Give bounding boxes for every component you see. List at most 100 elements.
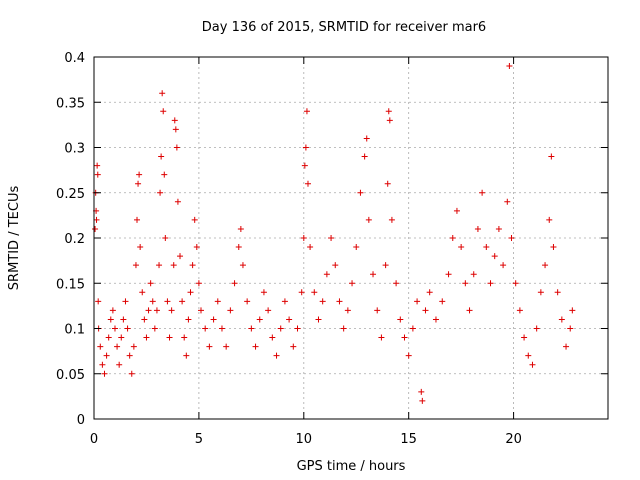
x-axis-label: GPS time / hours: [297, 459, 406, 474]
data-point: [116, 361, 123, 368]
data-point: [159, 90, 166, 97]
data-point: [193, 244, 200, 251]
data-point: [449, 235, 456, 241]
data-point: [197, 307, 204, 314]
data-point: [134, 216, 141, 223]
data-point: [183, 352, 190, 359]
data-point: [512, 280, 519, 287]
data-point: [173, 144, 180, 151]
data-point: [303, 108, 310, 115]
y-tick-label: 0.25: [56, 187, 85, 202]
data-point: [384, 180, 391, 187]
y-tick-label: 0: [77, 413, 85, 428]
data-point: [166, 334, 173, 341]
data-point: [357, 189, 364, 196]
data-point: [281, 298, 288, 305]
data-point: [153, 307, 160, 314]
data-point: [332, 262, 339, 269]
data-point: [418, 388, 425, 395]
data-point: [269, 334, 276, 341]
data-point: [286, 316, 293, 323]
data-point: [378, 334, 385, 341]
data-point: [143, 334, 150, 341]
data-point: [563, 343, 570, 350]
data-point: [298, 289, 305, 296]
data-point: [323, 271, 330, 278]
data-point: [466, 307, 473, 314]
data-point: [139, 289, 146, 296]
data-point: [128, 370, 135, 377]
data-point: [353, 244, 360, 251]
data-point: [149, 298, 156, 305]
data-point: [124, 325, 131, 332]
data-point: [311, 289, 318, 296]
data-point: [426, 289, 433, 296]
data-point: [168, 307, 175, 314]
data-point: [120, 316, 127, 323]
data-point: [179, 298, 186, 305]
data-point: [508, 235, 515, 241]
data-point: [336, 298, 343, 305]
data-point: [548, 153, 555, 160]
x-tick-label: 10: [296, 432, 313, 447]
data-point: [491, 253, 498, 260]
data-point: [141, 316, 148, 323]
data-point: [363, 135, 370, 142]
data-point: [340, 325, 347, 332]
data-point: [244, 298, 251, 305]
data-point: [145, 307, 152, 314]
data-point: [349, 280, 356, 287]
data-point: [206, 343, 213, 350]
data-point: [223, 343, 230, 350]
data-point: [483, 244, 490, 251]
data-point: [191, 216, 198, 223]
data-point: [554, 289, 561, 296]
data-point: [453, 207, 460, 214]
y-tick-label: 0.05: [56, 368, 85, 383]
data-point: [158, 153, 165, 160]
data-point: [439, 298, 446, 305]
data-point: [537, 289, 544, 296]
data-point: [130, 343, 137, 350]
data-point: [487, 280, 494, 287]
data-point: [385, 108, 392, 115]
data-point: [533, 325, 540, 332]
data-point: [393, 280, 400, 287]
data-point: [405, 352, 412, 359]
data-point: [164, 298, 171, 305]
data-point: [177, 253, 184, 260]
data-point: [94, 162, 101, 169]
data-point: [136, 171, 143, 178]
data-point: [315, 316, 322, 323]
x-axis-ticks: 0 5 10 15 20: [90, 57, 522, 447]
x-tick-label: 15: [400, 432, 417, 447]
data-point: [195, 280, 202, 287]
x-tick-label: 0: [90, 432, 98, 447]
data-point: [422, 307, 429, 314]
grid: [94, 57, 608, 419]
data-point: [344, 307, 351, 314]
data-point: [290, 343, 297, 350]
data-point: [114, 343, 121, 350]
data-point: [122, 298, 129, 305]
data-point: [160, 108, 167, 115]
data-point: [248, 325, 255, 332]
data-point: [382, 262, 389, 269]
data-point: [462, 280, 469, 287]
data-point: [370, 271, 377, 278]
data-points: [92, 63, 576, 404]
data-point: [397, 316, 404, 323]
data-point: [414, 298, 421, 305]
data-point: [132, 262, 139, 269]
data-point: [458, 244, 465, 251]
y-tick-label: 0.35: [56, 96, 85, 111]
data-point: [419, 397, 426, 404]
data-point: [506, 63, 513, 70]
data-point: [569, 307, 576, 314]
data-point: [157, 189, 164, 196]
data-point: [567, 325, 574, 332]
data-point: [181, 334, 188, 341]
data-point: [474, 225, 481, 232]
data-point: [529, 361, 536, 368]
y-axis-ticks: 0 0.05 0.1 0.15 0.2 0.25 0.3 0.35 0.4: [56, 51, 608, 428]
